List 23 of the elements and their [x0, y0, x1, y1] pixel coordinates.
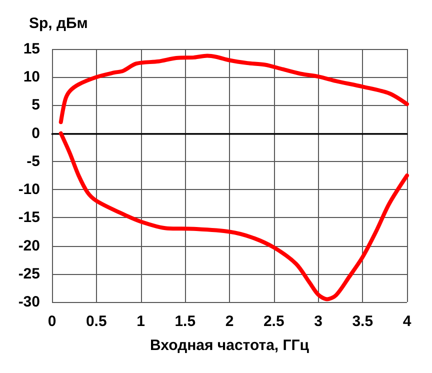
- x-tick-label: 1.5: [174, 313, 196, 330]
- y-axis-title: Sp, дБм: [29, 15, 88, 32]
- y-tick-label: -30: [18, 294, 40, 310]
- line-series: [58, 131, 409, 302]
- x-tick-label: 4: [402, 313, 412, 330]
- y-tick-label: 0: [32, 124, 40, 142]
- y-tick-label: -20: [18, 237, 40, 254]
- x-axis-title: Входная частота, ГГц: [150, 337, 310, 354]
- x-tick-label: 2: [225, 313, 234, 330]
- x-tick-label: 0.5: [86, 313, 107, 330]
- y-tick-label: -10: [18, 181, 40, 198]
- x-tick-label: 3: [314, 313, 322, 330]
- x-tick-label: 0: [48, 313, 56, 330]
- y-tick-label: -15: [18, 209, 40, 226]
- line-series: [58, 54, 409, 124]
- y-tick-label: -5: [26, 152, 40, 170]
- x-tick-label: 2.5: [263, 313, 284, 330]
- y-tick-label: -25: [18, 265, 40, 282]
- y-tick-label: 10: [23, 68, 40, 86]
- x-tick-label: 3.5: [352, 313, 374, 330]
- y-tick-label: 15: [23, 40, 40, 58]
- x-tick-label: 1: [136, 313, 145, 330]
- y-tick-label: 5: [32, 96, 40, 114]
